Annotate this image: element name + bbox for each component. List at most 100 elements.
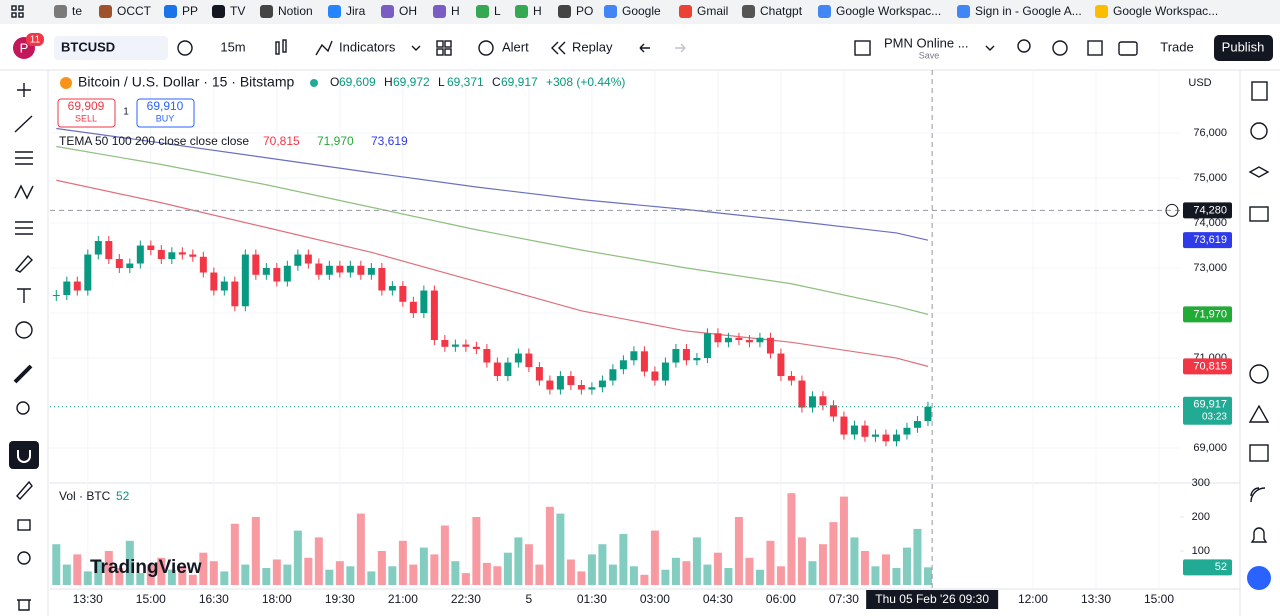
line-tool[interactable]	[14, 115, 33, 133]
indicators-icon[interactable]	[315, 40, 333, 56]
text-tool[interactable]	[17, 288, 31, 303]
bookmark-icon	[818, 5, 831, 18]
forecast-tool[interactable]	[15, 221, 33, 235]
apps-button[interactable]	[1247, 566, 1271, 590]
indicator-tag-bg	[1183, 306, 1232, 323]
volume-bar	[587, 554, 596, 585]
drawing-mode[interactable]	[16, 480, 33, 501]
bookmark[interactable]: Sign in - Google A...	[975, 4, 1082, 18]
y-tick-label: 74,000	[1193, 217, 1227, 229]
volume-bar	[104, 551, 113, 585]
sell-button[interactable]	[57, 98, 116, 128]
volume-bar	[766, 540, 775, 585]
layers[interactable]	[1248, 166, 1270, 178]
bookmark[interactable]: Notion	[278, 4, 313, 18]
alert-icon[interactable]	[478, 40, 494, 56]
crosshair-tool[interactable]	[17, 83, 31, 97]
bookmark[interactable]: L	[494, 4, 501, 18]
ideas[interactable]	[1248, 404, 1270, 423]
zoom-tool[interactable]	[16, 401, 30, 415]
bookmark[interactable]: Gmail	[697, 4, 728, 18]
save[interactable]: Save	[919, 50, 940, 60]
volume-tick-label: 100	[1192, 545, 1210, 557]
logo: TradingView	[90, 557, 202, 578]
bookmark[interactable]: Chatgpt	[760, 4, 803, 18]
apps-icon[interactable]	[11, 5, 24, 18]
magnet-tool-active[interactable]	[9, 441, 39, 469]
bookmark[interactable]: OCCT	[117, 4, 152, 18]
volume-bar	[577, 571, 586, 585]
ruler-tool[interactable]	[13, 364, 33, 384]
stream[interactable]	[1250, 487, 1266, 503]
trade[interactable]: Trade	[1160, 39, 1193, 54]
candle	[514, 353, 522, 363]
volume-bar	[566, 559, 575, 585]
bars-icon[interactable]	[275, 41, 280, 55]
crosshair-time-tag-bg	[866, 590, 999, 609]
bookmark[interactable]: Google Workspac...	[836, 4, 941, 18]
add-symbol[interactable]	[177, 40, 193, 56]
volume-bar	[535, 564, 544, 585]
bars-icon[interactable]	[282, 39, 287, 53]
buy-button[interactable]	[136, 98, 195, 128]
settings-icon[interactable]	[1052, 40, 1068, 56]
volume-bar	[682, 561, 691, 585]
candle	[199, 256, 207, 273]
brush-tool[interactable]	[14, 254, 33, 273]
volume-bar	[503, 552, 512, 585]
calendar[interactable]	[1249, 444, 1269, 462]
bookmark[interactable]: TV	[230, 4, 245, 18]
alert[interactable]: Alert	[502, 39, 529, 54]
candle	[735, 337, 743, 341]
publish[interactable]: Publish	[1222, 39, 1265, 54]
fullscreen-icon[interactable]	[1087, 40, 1103, 56]
target[interactable]	[1249, 364, 1269, 384]
volume-bar	[881, 554, 890, 585]
layouts-icon[interactable]	[436, 40, 452, 56]
publish-button[interactable]	[1214, 35, 1273, 61]
candle	[283, 265, 291, 282]
volume-bar	[146, 564, 155, 585]
search-icon[interactable]	[1017, 39, 1031, 53]
bookmark[interactable]: H	[533, 4, 542, 18]
redo	[675, 43, 686, 53]
notifications[interactable]	[1250, 527, 1268, 543]
bookmark[interactable]: PP	[182, 4, 198, 18]
lock-tool[interactable]	[17, 519, 31, 531]
candle	[829, 405, 837, 417]
layout-icon[interactable]	[854, 40, 871, 56]
bookmark[interactable]: Google	[622, 4, 661, 18]
interval[interactable]: 15m	[220, 39, 245, 54]
symbol[interactable]: BTCUSD	[61, 39, 115, 54]
ohlc-key: L	[438, 75, 445, 89]
bookmark[interactable]: Jira	[346, 4, 366, 18]
trash-tool[interactable]	[17, 599, 31, 611]
snapshot-icon[interactable]	[1118, 41, 1138, 56]
bookmark[interactable]: H	[451, 4, 460, 18]
bookmark[interactable]: PO	[576, 4, 593, 18]
watchlist[interactable]	[1251, 81, 1268, 101]
replay-icon[interactable]	[551, 41, 566, 55]
hide-tool[interactable]	[17, 551, 31, 565]
dropdown[interactable]	[411, 45, 421, 51]
candle	[168, 252, 176, 260]
replay[interactable]: Replay	[572, 39, 613, 54]
candle	[63, 281, 71, 296]
pattern-tool[interactable]	[14, 184, 34, 200]
bookmark[interactable]: Google Workspac...	[1113, 4, 1218, 18]
candle	[315, 263, 323, 275]
fib-tool[interactable]	[15, 151, 33, 165]
indicators[interactable]: Indicators	[339, 39, 396, 54]
bookmark[interactable]: OH	[399, 4, 417, 18]
emoji-tool[interactable]	[15, 321, 33, 339]
symbol-box[interactable]	[54, 36, 168, 60]
undo[interactable]	[639, 43, 650, 53]
chat[interactable]	[1249, 206, 1269, 222]
layout-name[interactable]: PMN Online ...	[884, 35, 969, 50]
candle	[325, 265, 333, 275]
alerts[interactable]	[1250, 122, 1268, 140]
dropdown[interactable]	[985, 45, 995, 51]
bookmark[interactable]: te	[72, 4, 82, 18]
